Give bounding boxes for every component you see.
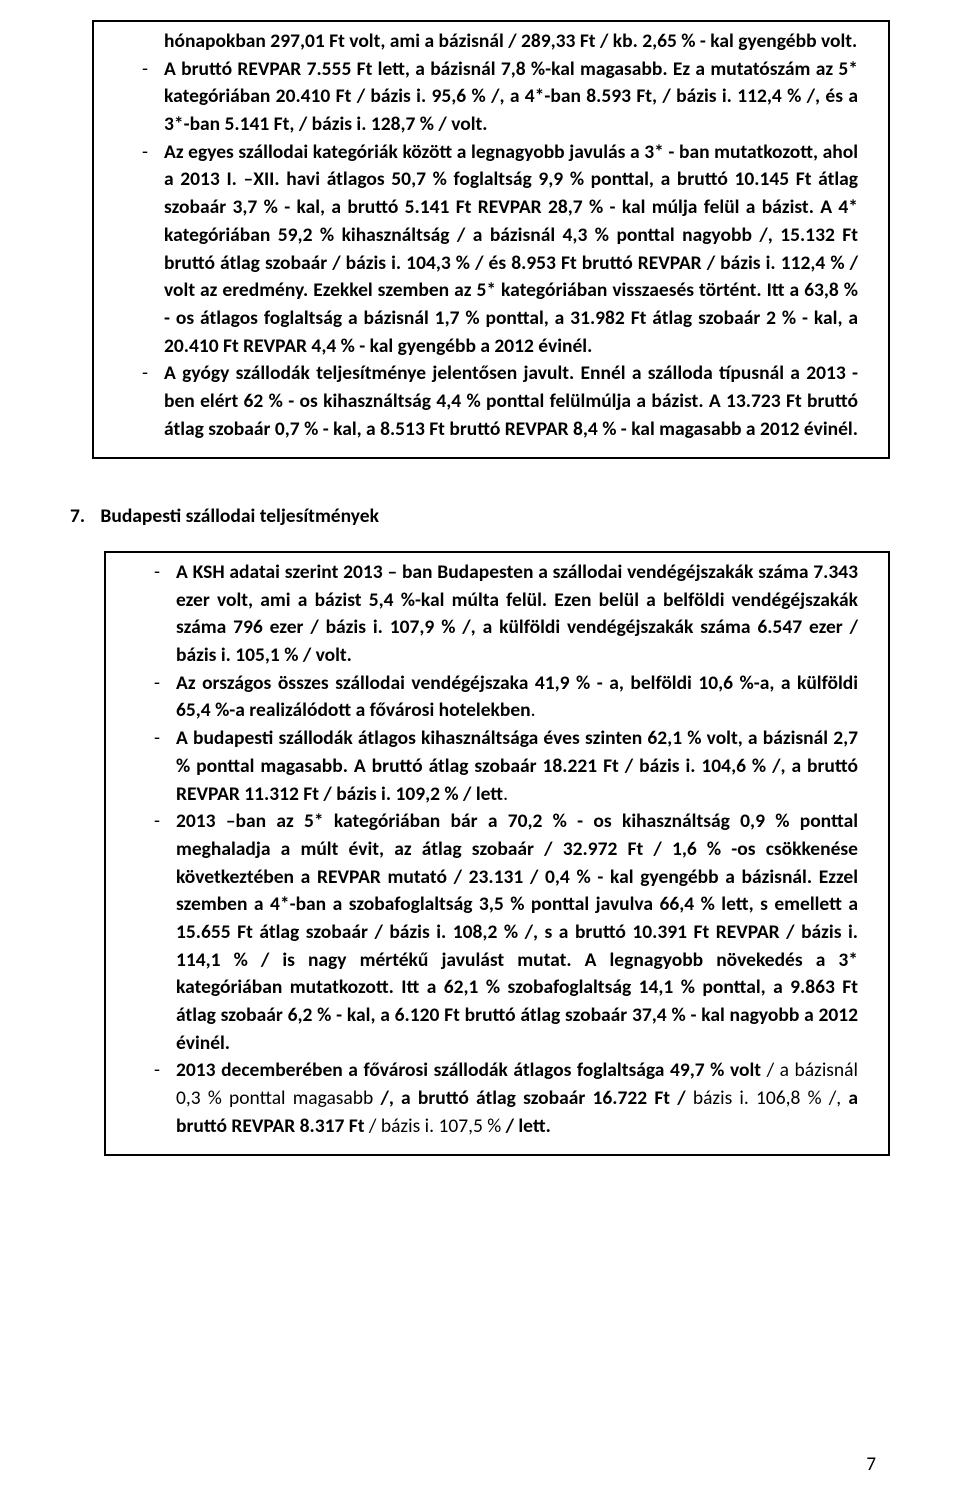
list-item: A budapesti szállodák átlagos kihasznált… bbox=[154, 725, 858, 808]
text-bold: A budapesti szállodák átlagos kihasznált… bbox=[176, 726, 858, 805]
top-list: hónapokban 297,01 Ft volt, ami a bázisná… bbox=[142, 28, 858, 443]
text-bold: Az országos összes szállodai vendégéjsza… bbox=[176, 671, 858, 723]
text-bold: /, a bruttó átlag szobaár 16.722 Ft / bbox=[380, 1086, 685, 1110]
section-title: Budapesti szállodai teljesítmények bbox=[100, 504, 379, 528]
text-plain: bázis i. 106,8 % /, bbox=[686, 1086, 849, 1110]
text-plain: . bbox=[531, 698, 536, 722]
paragraph-text: A bruttó REVPAR 7.555 Ft lett, a bázisná… bbox=[164, 57, 858, 136]
text-bold: Ezzel szemben a 4*-ban a szobafoglaltság… bbox=[176, 865, 858, 1055]
list-item: 2013 –ban az 5* kategóriában bár a 70,2 … bbox=[154, 808, 858, 1057]
list-item: 2013 decemberében a fővárosi szállodák á… bbox=[154, 1057, 858, 1140]
section-heading: 7. Budapesti szállodai teljesítmények bbox=[70, 503, 890, 531]
list-item: Az egyes szállodai kategóriák között a l… bbox=[142, 139, 858, 361]
list-item: A gyógy szállodák teljesítménye jelentős… bbox=[142, 360, 858, 443]
list-item: hónapokban 297,01 Ft volt, ami a bázisná… bbox=[142, 28, 858, 56]
page-number: 7 bbox=[866, 1452, 876, 1479]
text-bold: / lett. bbox=[506, 1114, 551, 1138]
page: hónapokban 297,01 Ft volt, ami a bázisná… bbox=[0, 0, 960, 1497]
box-inner: hónapokban 297,01 Ft volt, ami a bázisná… bbox=[94, 22, 888, 457]
paragraph-text: hónapokban 297,01 Ft volt, ami a bázisná… bbox=[164, 29, 857, 53]
paragraph-text: Az egyes szállodai kategóriák között a l… bbox=[164, 140, 858, 358]
content-box-bottom: A KSH adatai szerint 2013 – ban Budapest… bbox=[104, 551, 890, 1156]
paragraph-text: A gyógy szállodák teljesítménye jelentős… bbox=[164, 361, 858, 440]
content-box-top: hónapokban 297,01 Ft volt, ami a bázisná… bbox=[92, 20, 890, 459]
list-item: A KSH adatai szerint 2013 – ban Budapest… bbox=[154, 559, 858, 670]
box-inner: A KSH adatai szerint 2013 – ban Budapest… bbox=[106, 553, 888, 1154]
text-plain: . bbox=[503, 782, 508, 806]
section-7: 7. Budapesti szállodai teljesítmények A … bbox=[70, 503, 890, 1156]
list-item: A bruttó REVPAR 7.555 Ft lett, a bázisná… bbox=[142, 56, 858, 139]
text-bold: volt bbox=[730, 1058, 761, 1082]
section-number: 7. bbox=[70, 503, 96, 531]
text-plain: / bázis i. 107,5 % bbox=[365, 1114, 506, 1138]
text-plain: 2013 –ban az 5* kategóriában bár a 70,2 … bbox=[176, 809, 858, 888]
paragraph-text: A KSH adatai szerint 2013 – ban Budapest… bbox=[176, 560, 858, 667]
text-bold: 2013 decemberében a fővárosi szállodák á… bbox=[176, 1058, 724, 1082]
list-item: Az országos összes szállodai vendégéjsza… bbox=[154, 670, 858, 725]
bottom-list: A KSH adatai szerint 2013 – ban Budapest… bbox=[154, 559, 858, 1140]
